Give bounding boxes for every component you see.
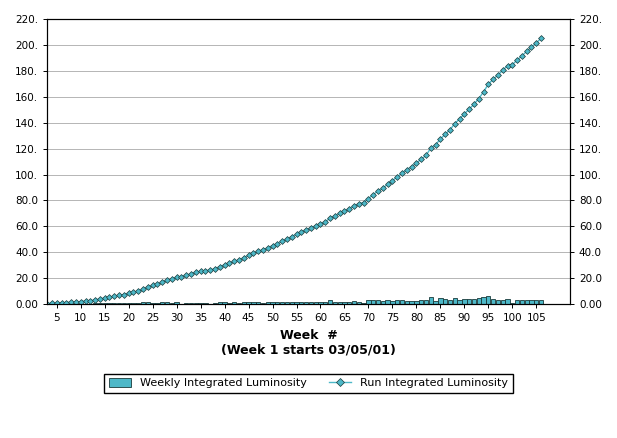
Bar xyxy=(453,298,457,304)
Bar xyxy=(184,303,188,304)
Bar xyxy=(126,303,131,304)
Bar xyxy=(328,300,332,304)
Bar xyxy=(424,300,428,304)
Bar xyxy=(151,303,155,304)
Bar xyxy=(170,303,174,304)
Bar xyxy=(112,303,117,304)
Bar xyxy=(433,301,437,304)
Bar xyxy=(534,300,539,304)
Bar xyxy=(265,302,270,304)
Bar xyxy=(194,303,198,304)
Bar xyxy=(457,300,462,304)
Bar xyxy=(438,298,442,304)
Bar xyxy=(261,303,265,304)
Bar xyxy=(500,300,505,304)
Bar xyxy=(429,297,433,304)
Bar xyxy=(486,297,491,304)
Bar xyxy=(246,302,251,304)
Bar xyxy=(337,302,342,304)
Bar xyxy=(213,303,217,304)
Bar xyxy=(160,302,164,304)
Bar xyxy=(366,300,371,304)
Bar xyxy=(529,300,534,304)
Bar xyxy=(381,301,385,304)
Bar xyxy=(146,302,150,304)
Bar xyxy=(395,300,399,304)
X-axis label: Week  #
(Week 1 starts 03/05/01): Week # (Week 1 starts 03/05/01) xyxy=(221,328,396,357)
Bar xyxy=(199,303,203,304)
Bar xyxy=(386,300,390,304)
Bar xyxy=(371,300,375,304)
Bar xyxy=(175,302,179,304)
Bar xyxy=(294,302,299,304)
Bar xyxy=(270,302,275,304)
Bar xyxy=(251,302,255,304)
Bar xyxy=(524,300,529,304)
Bar xyxy=(131,303,136,304)
Bar xyxy=(256,302,260,304)
Bar xyxy=(97,303,102,304)
Bar xyxy=(476,298,481,304)
Bar xyxy=(117,303,122,304)
Bar xyxy=(481,297,486,304)
Bar xyxy=(400,300,404,304)
Bar xyxy=(510,303,515,304)
Bar xyxy=(189,303,193,304)
Bar xyxy=(232,302,236,304)
Bar xyxy=(505,299,510,304)
Bar xyxy=(357,302,361,304)
Bar xyxy=(419,300,423,304)
Bar xyxy=(318,302,323,304)
Bar xyxy=(443,299,447,304)
Bar xyxy=(304,302,308,304)
Bar xyxy=(333,302,337,304)
Bar xyxy=(323,302,328,304)
Bar xyxy=(102,303,107,304)
Bar xyxy=(242,302,246,304)
Bar xyxy=(467,299,471,304)
Bar xyxy=(352,301,356,304)
Bar xyxy=(491,299,495,304)
Bar xyxy=(227,303,231,304)
Bar xyxy=(539,300,543,304)
Bar xyxy=(448,300,452,304)
Bar xyxy=(376,300,380,304)
Bar xyxy=(313,302,318,304)
Bar xyxy=(222,302,226,304)
Bar xyxy=(165,302,169,304)
Bar xyxy=(237,303,241,304)
Bar xyxy=(275,302,280,304)
Bar xyxy=(515,300,520,304)
Bar xyxy=(410,301,414,304)
Bar xyxy=(155,303,160,304)
Bar xyxy=(285,302,289,304)
Bar xyxy=(342,302,347,304)
Bar xyxy=(308,302,313,304)
Bar xyxy=(520,300,524,304)
Bar xyxy=(495,300,500,304)
Bar xyxy=(391,300,395,304)
Bar xyxy=(362,303,366,304)
Legend: Weekly Integrated Luminosity, Run Integrated Luminosity: Weekly Integrated Luminosity, Run Integr… xyxy=(104,374,513,392)
Bar xyxy=(218,302,222,304)
Bar xyxy=(414,300,418,304)
Bar xyxy=(472,299,476,304)
Bar xyxy=(136,303,141,304)
Bar xyxy=(405,301,409,304)
Bar xyxy=(141,302,145,304)
Bar xyxy=(299,302,304,304)
Bar xyxy=(347,302,352,304)
Bar xyxy=(462,299,466,304)
Bar xyxy=(289,302,294,304)
Bar xyxy=(280,302,284,304)
